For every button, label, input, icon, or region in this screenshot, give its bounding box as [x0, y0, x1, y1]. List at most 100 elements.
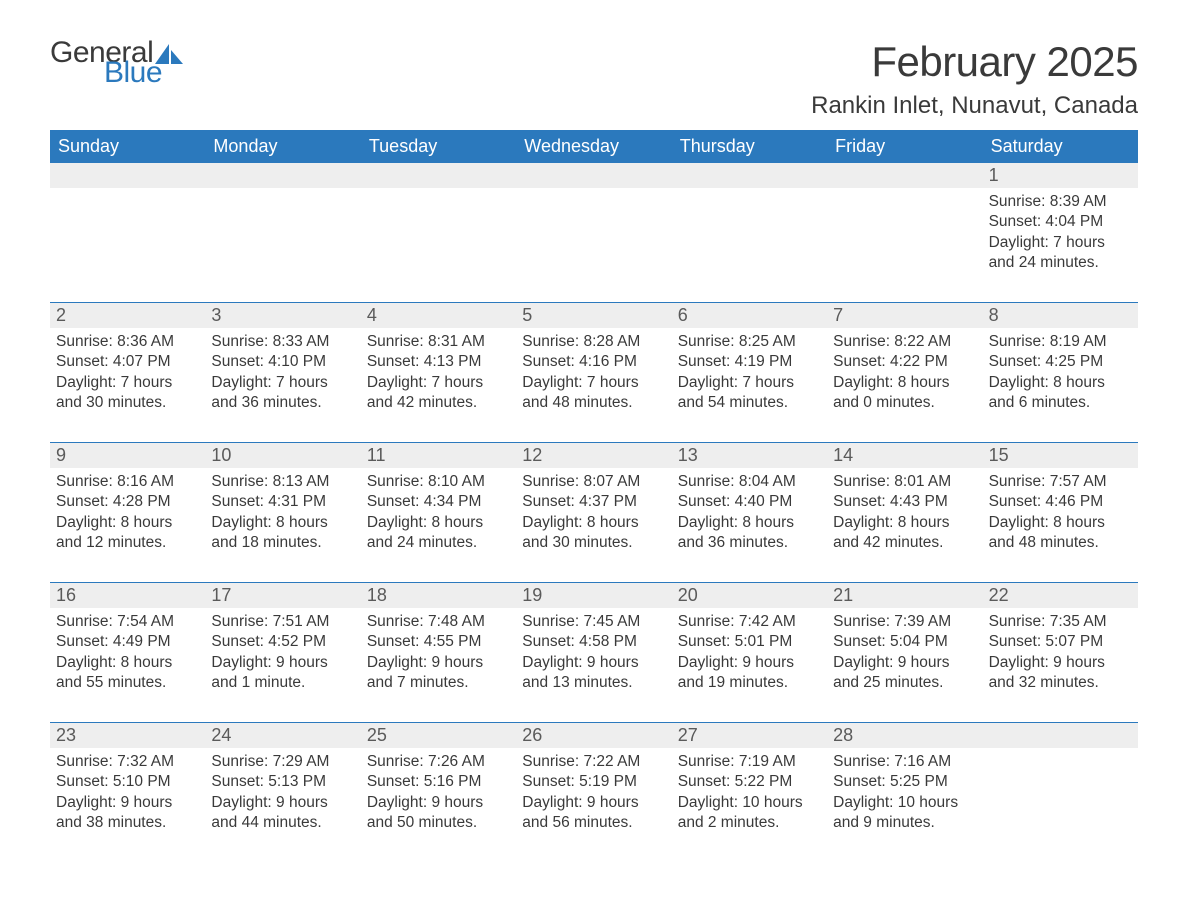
- day-detail-line: and 38 minutes.: [56, 813, 199, 833]
- day-detail-line: Sunrise: 8:01 AM: [833, 472, 976, 492]
- page-title: February 2025: [811, 38, 1138, 86]
- day-number: 6: [672, 303, 827, 328]
- day-number: [827, 163, 982, 188]
- day-detail-line: and 1 minute.: [211, 673, 354, 693]
- day-detail-line: and 25 minutes.: [833, 673, 976, 693]
- day-detail-line: and 0 minutes.: [833, 393, 976, 413]
- day-number: 18: [361, 583, 516, 608]
- day-detail-line: and 13 minutes.: [522, 673, 665, 693]
- day-number: 17: [205, 583, 360, 608]
- day-cell: Sunrise: 8:33 AMSunset: 4:10 PMDaylight:…: [205, 328, 360, 424]
- daynum-row: 2345678: [50, 303, 1138, 328]
- day-detail-line: Sunrise: 7:51 AM: [211, 612, 354, 632]
- day-detail-line: and 55 minutes.: [56, 673, 199, 693]
- day-number: 19: [516, 583, 671, 608]
- day-detail-line: Sunrise: 7:32 AM: [56, 752, 199, 772]
- day-detail-line: and 56 minutes.: [522, 813, 665, 833]
- day-number: 26: [516, 723, 671, 748]
- daynum-row: 1: [50, 163, 1138, 188]
- weekday-label: Tuesday: [361, 130, 516, 163]
- day-detail-line: Sunrise: 7:39 AM: [833, 612, 976, 632]
- day-detail-line: and 9 minutes.: [833, 813, 976, 833]
- day-number: 3: [205, 303, 360, 328]
- day-cell: [672, 188, 827, 284]
- day-detail-line: and 42 minutes.: [833, 533, 976, 553]
- day-detail-line: and 50 minutes.: [367, 813, 510, 833]
- day-detail-line: Sunset: 4:55 PM: [367, 632, 510, 652]
- day-detail-line: Sunrise: 8:10 AM: [367, 472, 510, 492]
- day-detail-line: Sunset: 4:07 PM: [56, 352, 199, 372]
- day-detail-line: and 48 minutes.: [989, 533, 1132, 553]
- day-cell: [205, 188, 360, 284]
- day-cell: [827, 188, 982, 284]
- day-detail-line: Sunset: 4:37 PM: [522, 492, 665, 512]
- day-detail-line: Daylight: 9 hours: [989, 653, 1132, 673]
- day-number: 25: [361, 723, 516, 748]
- day-detail-line: and 32 minutes.: [989, 673, 1132, 693]
- day-detail-line: Daylight: 8 hours: [833, 513, 976, 533]
- day-detail-line: and 24 minutes.: [989, 253, 1132, 273]
- day-number: 28: [827, 723, 982, 748]
- day-detail-line: and 44 minutes.: [211, 813, 354, 833]
- day-cell: Sunrise: 7:26 AMSunset: 5:16 PMDaylight:…: [361, 748, 516, 844]
- day-number: 12: [516, 443, 671, 468]
- day-detail-line: Sunset: 4:52 PM: [211, 632, 354, 652]
- day-detail-line: Daylight: 8 hours: [678, 513, 821, 533]
- day-cell: Sunrise: 8:36 AMSunset: 4:07 PMDaylight:…: [50, 328, 205, 424]
- day-number: 2: [50, 303, 205, 328]
- weekday-label: Monday: [205, 130, 360, 163]
- day-detail-line: Daylight: 9 hours: [56, 793, 199, 813]
- day-detail-line: and 12 minutes.: [56, 533, 199, 553]
- day-detail-line: Sunset: 4:22 PM: [833, 352, 976, 372]
- day-detail-line: Sunrise: 7:19 AM: [678, 752, 821, 772]
- day-detail-line: Sunrise: 7:48 AM: [367, 612, 510, 632]
- day-cell: Sunrise: 8:01 AMSunset: 4:43 PMDaylight:…: [827, 468, 982, 564]
- day-detail-line: Sunset: 4:40 PM: [678, 492, 821, 512]
- day-detail-line: Sunset: 4:31 PM: [211, 492, 354, 512]
- day-cell: Sunrise: 8:39 AMSunset: 4:04 PMDaylight:…: [983, 188, 1138, 284]
- day-detail-line: Sunrise: 7:35 AM: [989, 612, 1132, 632]
- day-cell: [50, 188, 205, 284]
- day-detail-line: Daylight: 7 hours: [522, 373, 665, 393]
- day-number: 21: [827, 583, 982, 608]
- day-detail-line: Daylight: 7 hours: [367, 373, 510, 393]
- day-cell: Sunrise: 8:13 AMSunset: 4:31 PMDaylight:…: [205, 468, 360, 564]
- day-cell: [983, 748, 1138, 844]
- weekday-label: Friday: [827, 130, 982, 163]
- weekday-label: Wednesday: [516, 130, 671, 163]
- day-cell: Sunrise: 7:51 AMSunset: 4:52 PMDaylight:…: [205, 608, 360, 704]
- day-cell: Sunrise: 7:35 AMSunset: 5:07 PMDaylight:…: [983, 608, 1138, 704]
- day-detail-line: Sunset: 4:10 PM: [211, 352, 354, 372]
- calendar-week: 2345678Sunrise: 8:36 AMSunset: 4:07 PMDa…: [50, 302, 1138, 424]
- day-cell: Sunrise: 8:07 AMSunset: 4:37 PMDaylight:…: [516, 468, 671, 564]
- day-detail-line: Sunrise: 8:33 AM: [211, 332, 354, 352]
- day-detail-line: Sunset: 5:10 PM: [56, 772, 199, 792]
- day-number: [983, 723, 1138, 748]
- brand-logo: General Blue: [50, 38, 183, 88]
- day-number: [50, 163, 205, 188]
- day-detail-line: Daylight: 7 hours: [678, 373, 821, 393]
- day-detail-line: and 2 minutes.: [678, 813, 821, 833]
- day-cell: Sunrise: 8:16 AMSunset: 4:28 PMDaylight:…: [50, 468, 205, 564]
- day-detail-line: Daylight: 9 hours: [522, 793, 665, 813]
- day-detail-line: Sunset: 5:04 PM: [833, 632, 976, 652]
- day-detail-line: Sunrise: 8:36 AM: [56, 332, 199, 352]
- day-detail-line: Sunset: 4:34 PM: [367, 492, 510, 512]
- day-detail-line: Daylight: 10 hours: [833, 793, 976, 813]
- day-detail-line: and 7 minutes.: [367, 673, 510, 693]
- day-detail-line: Sunset: 5:13 PM: [211, 772, 354, 792]
- brand-word2: Blue: [104, 58, 183, 88]
- day-detail-line: and 36 minutes.: [678, 533, 821, 553]
- weekday-label: Thursday: [672, 130, 827, 163]
- day-detail-line: Daylight: 9 hours: [678, 653, 821, 673]
- day-detail-line: Daylight: 9 hours: [522, 653, 665, 673]
- day-detail-line: Daylight: 9 hours: [211, 793, 354, 813]
- day-detail-line: Sunset: 5:25 PM: [833, 772, 976, 792]
- day-detail-line: and 36 minutes.: [211, 393, 354, 413]
- day-detail-line: Sunrise: 8:31 AM: [367, 332, 510, 352]
- day-detail-line: Sunset: 4:46 PM: [989, 492, 1132, 512]
- day-detail-line: Sunset: 4:28 PM: [56, 492, 199, 512]
- day-detail-line: and 24 minutes.: [367, 533, 510, 553]
- day-number: 8: [983, 303, 1138, 328]
- day-detail-line: Daylight: 8 hours: [833, 373, 976, 393]
